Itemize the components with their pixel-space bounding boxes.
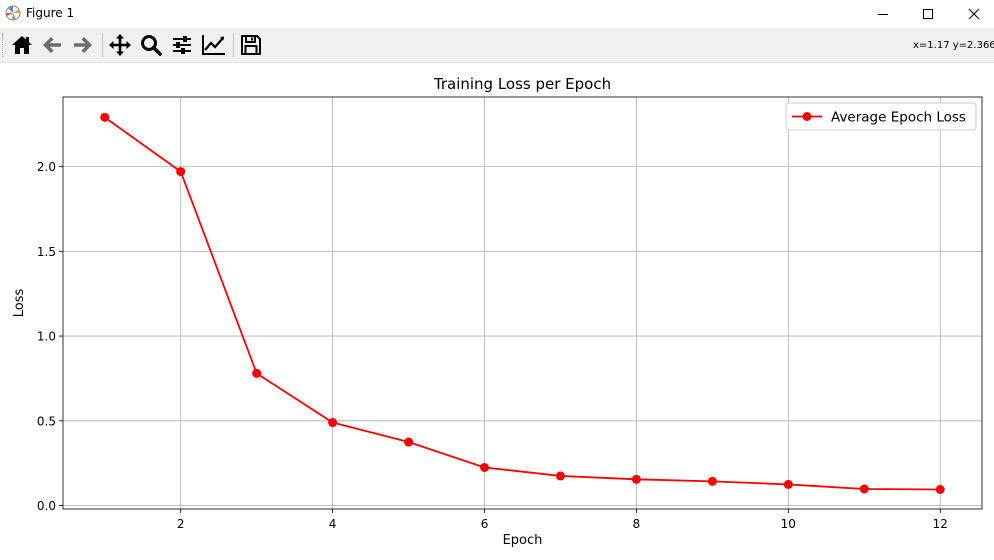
line-chart: 2 4 6 8 10 12 0.0 0.5 1.0 1.5 2.0 Training Loss per… (12, 75, 983, 548)
legend-marker (802, 112, 812, 121)
legend-label: Average Epoch Loss (831, 110, 966, 126)
data-point (555, 471, 565, 481)
x-tick-label: 6 (481, 517, 489, 531)
configure-subplots-icon (173, 36, 191, 54)
data-point (252, 368, 262, 378)
data-point (783, 479, 793, 489)
data-point (859, 484, 869, 494)
data-point (707, 476, 717, 486)
save-button[interactable] (237, 31, 265, 59)
cursor-coordinates: x=1.17 y=2.366 (913, 40, 994, 51)
navigation-toolbar (0, 28, 994, 63)
save-icon (241, 35, 261, 55)
maximize-icon (923, 9, 933, 19)
home-icon (12, 36, 32, 54)
minimize-button[interactable] (860, 0, 906, 28)
data-point (631, 474, 641, 484)
toolbar-separator (102, 33, 103, 57)
y-tick-label: 0.5 (37, 414, 56, 428)
edit-axis-button[interactable] (200, 31, 228, 59)
x-tick-label: 8 (633, 517, 641, 531)
x-axis-label: Epoch (503, 533, 543, 548)
toolbar-separator (233, 33, 234, 57)
maximize-button[interactable] (905, 0, 951, 28)
chart-title: Training Loss per Epoch (433, 75, 611, 93)
x-tick-label: 4 (329, 517, 337, 531)
data-point (176, 167, 186, 177)
back-arrow-icon (43, 37, 61, 53)
y-tick-label: 1.5 (37, 245, 56, 259)
y-axis-label: Loss (12, 289, 27, 318)
configure-subplots-button[interactable] (168, 31, 196, 59)
close-icon (968, 8, 980, 20)
zoom-icon (141, 35, 162, 56)
axes-frame (62, 96, 983, 510)
edit-axis-icon (202, 35, 225, 55)
close-button[interactable] (951, 0, 994, 28)
matplotlib-app-icon (5, 5, 21, 21)
y-tick-label: 0.0 (37, 499, 56, 513)
plot-canvas[interactable]: 2 4 6 8 10 12 0.0 0.5 1.0 1.5 2.0 Training Loss per… (0, 62, 994, 560)
zoom-button[interactable] (137, 31, 165, 59)
data-point (480, 462, 490, 472)
pan-button[interactable] (106, 31, 134, 59)
y-tick-label: 2.0 (37, 160, 56, 174)
legend-box (785, 102, 977, 131)
data-point (404, 437, 414, 447)
window-title: Figure 1 (26, 6, 75, 20)
x-tick-label: 10 (781, 517, 796, 531)
back-button[interactable] (38, 31, 66, 59)
data-point (935, 485, 945, 495)
home-button[interactable] (8, 31, 36, 59)
pan-icon (109, 34, 131, 56)
title-bar: Figure 1 (0, 0, 994, 28)
forward-button[interactable] (69, 31, 97, 59)
series-line (104, 116, 941, 491)
forward-arrow-icon (74, 37, 92, 53)
toolbar-grip (2, 33, 5, 57)
y-tick-label: 1.0 (37, 330, 56, 344)
x-tick-label: 12 (933, 517, 948, 531)
minimize-icon (878, 14, 888, 15)
data-point (100, 112, 110, 122)
x-tick-label: 2 (177, 517, 185, 531)
data-point (328, 418, 338, 428)
